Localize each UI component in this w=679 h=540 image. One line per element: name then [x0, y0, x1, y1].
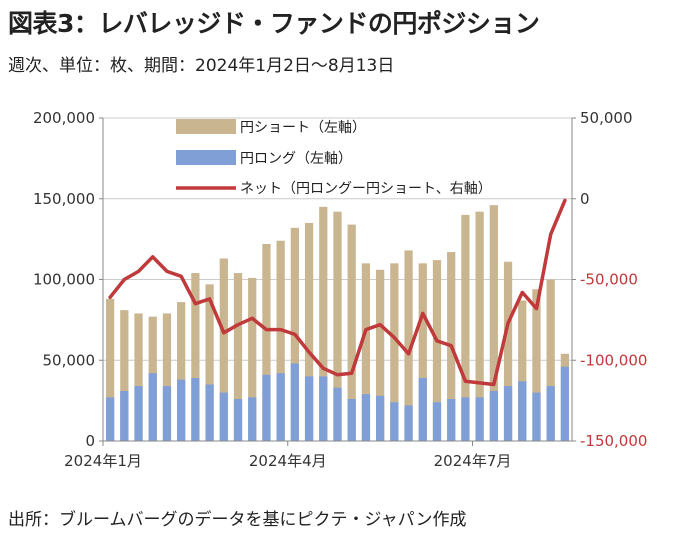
short-bar-26 [475, 211, 484, 441]
left-tick-label-2: 100,000 [33, 271, 95, 289]
long-bar-26 [475, 397, 484, 441]
short-bar-18 [361, 263, 371, 441]
long-bar-10 [248, 397, 257, 441]
short-bar-21 [404, 250, 413, 441]
long-bar-23 [432, 402, 442, 441]
legend-label-short: 円ショート（左軸） [240, 120, 366, 136]
source-note: 出所：ブルームバーグのデータを基にピクテ・ジャパン作成 [8, 510, 467, 530]
long-bar-6 [191, 378, 200, 441]
short-bar-4 [162, 313, 172, 441]
long-bar-0 [105, 397, 115, 441]
short-bar-6 [191, 273, 200, 441]
long-bar-21 [404, 405, 413, 441]
short-bar-8 [219, 258, 228, 441]
short-bar-7 [205, 284, 214, 441]
left-tick-label-0: 0 [85, 432, 95, 450]
short-bar-22 [418, 263, 427, 441]
long-bar-22 [418, 378, 427, 441]
legend-swatch-short [176, 119, 236, 134]
long-bar-8 [219, 392, 228, 441]
short-bar-20 [390, 263, 399, 441]
short-bar-15 [319, 206, 328, 441]
long-bar-14 [304, 376, 314, 441]
short-bar-29 [518, 300, 527, 441]
long-bar-15 [319, 376, 328, 441]
short-bar-14 [304, 222, 314, 441]
left-tick-label-1: 50,000 [43, 351, 96, 369]
long-bar-24 [447, 399, 456, 441]
x-axis-ticks: 2024年1月 2024年4月 2024年7月 [64, 441, 511, 470]
long-bar-28 [503, 386, 513, 441]
x-tick-label-0: 2024年1月 [64, 452, 142, 470]
short-bar-16 [333, 211, 342, 441]
short-bar-30 [532, 289, 541, 441]
short-bar-28 [503, 261, 513, 441]
long-bar-30 [532, 392, 541, 441]
long-bar-5 [177, 379, 186, 441]
right-tick-label-0: -150,000 [580, 432, 647, 450]
short-bar-25 [461, 214, 470, 441]
long-bar-13 [290, 363, 299, 441]
legend-label-long: 円ロング（左軸） [240, 151, 352, 167]
long-bar-32 [560, 366, 570, 441]
short-bar-23 [432, 260, 442, 441]
long-bar-17 [347, 399, 356, 441]
long-bar-9 [233, 399, 243, 441]
long-bar-29 [518, 381, 527, 441]
long-bar-1 [120, 390, 129, 441]
legend-label-net: ネット（円ロングー円ショート、右軸） [240, 181, 492, 197]
right-axis-ticks: -150,000 -100,000 -50,000 0 50,000 [580, 109, 647, 450]
long-bar-16 [333, 387, 342, 441]
short-bar-11 [262, 243, 271, 441]
long-bar-7 [205, 384, 214, 441]
right-tick-label-2: -50,000 [580, 271, 638, 289]
short-bar-1 [120, 310, 129, 441]
left-tick-label-3: 150,000 [33, 190, 95, 208]
long-bar-12 [276, 373, 285, 441]
short-bar-5 [177, 302, 186, 441]
page-title: 図表3：レバレッジド・ファンドの円ポジション [8, 9, 540, 38]
long-bar-20 [390, 402, 399, 441]
short-bar-31 [546, 279, 555, 441]
net-line [108, 198, 567, 387]
x-tick-label-2: 2024年7月 [434, 452, 512, 470]
right-tick-label-1: -100,000 [580, 351, 647, 369]
long-bar-4 [162, 386, 172, 441]
long-bar-3 [148, 373, 157, 441]
left-tick-label-4: 200,000 [33, 109, 95, 127]
net-line-group [108, 198, 567, 387]
short-bars [105, 205, 570, 441]
axes [99, 117, 576, 442]
long-bar-31 [546, 386, 555, 441]
long-bar-27 [489, 390, 498, 441]
short-bar-0 [105, 298, 115, 441]
long-bar-19 [376, 395, 385, 441]
legend-swatch-long [176, 150, 236, 165]
page-subtitle: 週次、単位：枚、期間：2024年1月2日～8月13日 [8, 56, 395, 76]
short-bar-19 [376, 269, 385, 441]
right-tick-label-3: 0 [580, 190, 590, 208]
short-bar-2 [134, 313, 143, 441]
left-axis-ticks: 0 50,000 100,000 150,000 200,000 [33, 109, 95, 450]
short-bar-12 [276, 240, 285, 441]
short-bar-17 [347, 224, 356, 441]
long-bar-25 [461, 397, 470, 441]
short-bar-10 [248, 277, 257, 441]
long-bar-18 [361, 394, 371, 441]
short-bar-9 [233, 273, 243, 441]
short-bar-27 [489, 205, 498, 441]
legend: 円ショート（左軸） 円ロング（左軸） ネット（円ロングー円ショート、右軸） [176, 119, 492, 197]
long-bar-11 [262, 374, 271, 441]
long-bar-2 [134, 386, 143, 441]
x-tick-label-1: 2024年4月 [249, 452, 327, 470]
long-bars [105, 363, 570, 441]
right-tick-label-4: 50,000 [580, 109, 633, 127]
